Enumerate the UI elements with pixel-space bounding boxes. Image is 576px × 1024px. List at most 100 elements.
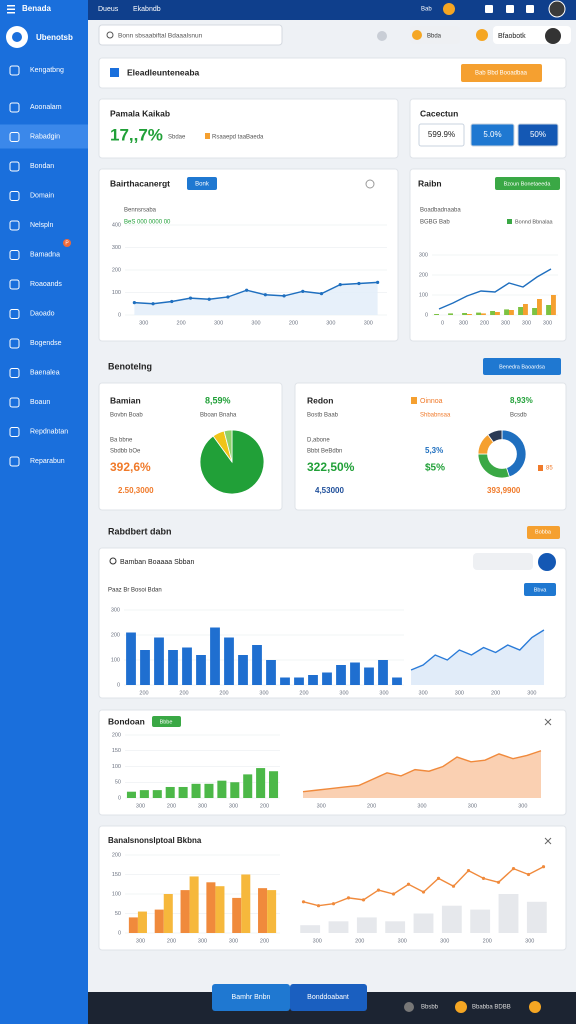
- x-tick-label: 300: [136, 938, 145, 944]
- bar: [294, 677, 304, 685]
- x-tick-label: 300: [136, 803, 145, 809]
- label: Bennsrsaba: [124, 208, 157, 214]
- point: [391, 892, 396, 896]
- search-box[interactable]: [98, 24, 283, 46]
- close-icon[interactable]: [544, 837, 552, 845]
- pill-button[interactable]: [410, 26, 460, 44]
- bar: [128, 917, 138, 933]
- sidebar-icon: [9, 65, 20, 76]
- icon-group[interactable]: [473, 553, 533, 570]
- bar: [328, 921, 349, 933]
- button[interactable]: [187, 177, 217, 190]
- label: Bboan Bnaha: [200, 413, 237, 419]
- sidebar-item[interactable]: Daoado: [30, 310, 55, 317]
- bar: [196, 655, 206, 685]
- label: Sbdbb bOe: [110, 449, 141, 455]
- avatar[interactable]: [548, 0, 566, 18]
- x-tick-label: 200: [367, 803, 376, 809]
- sidebar-item[interactable]: Boaun: [30, 399, 50, 406]
- sidebar-icon: [9, 102, 20, 113]
- coin-icon: [443, 3, 455, 15]
- sidebar-item[interactable]: Baenalea: [30, 369, 60, 376]
- info-icon[interactable]: [365, 179, 375, 189]
- x-tick-label: 200: [167, 938, 176, 944]
- settings-icon[interactable]: [377, 31, 387, 41]
- sidebar-item[interactable]: Bondan: [30, 163, 54, 170]
- label: Bonddoabant: [307, 994, 349, 1001]
- line: [302, 750, 542, 793]
- sidebar-item[interactable]: Bamadna: [30, 251, 60, 258]
- banner-button[interactable]: [461, 64, 542, 82]
- bar: [551, 295, 556, 315]
- footer-button[interactable]: [290, 984, 367, 1011]
- button[interactable]: [524, 583, 556, 596]
- bar: [180, 890, 190, 933]
- button[interactable]: [483, 358, 561, 375]
- label: Bzoun Bonetaeeda: [504, 181, 552, 187]
- x-tick-label: 300: [525, 938, 534, 944]
- label: 393,9900: [487, 486, 521, 495]
- label: Pamala Kaikab: [110, 108, 170, 118]
- bar: [385, 921, 406, 933]
- x-tick-label: 200: [179, 690, 188, 696]
- bar: [224, 637, 234, 685]
- close-icon[interactable]: [544, 718, 552, 726]
- area: [303, 750, 541, 798]
- y-tick-label: 200: [111, 632, 120, 638]
- label: Bostb Baab: [307, 413, 339, 419]
- stat-box: [470, 123, 515, 147]
- sidebar-item[interactable]: Reparabun: [30, 458, 65, 465]
- x-tick-label: 300: [139, 320, 148, 326]
- x-tick-label: 300: [419, 690, 428, 696]
- y-tick-label: 300: [419, 252, 428, 258]
- sidebar-item[interactable]: Repdnabtan: [30, 428, 68, 435]
- y-tick-label: 400: [112, 222, 121, 228]
- bar: [462, 313, 467, 315]
- label: 2.50,3000: [118, 486, 154, 495]
- x-tick-label: 300: [198, 803, 207, 809]
- sidebar-item[interactable]: Nelspln: [30, 222, 53, 229]
- bar: [356, 917, 377, 933]
- sidebar-item[interactable]: Domain: [30, 192, 54, 199]
- bar: [191, 783, 201, 798]
- x-tick-label: 200: [219, 690, 228, 696]
- button[interactable]: [495, 177, 560, 190]
- search-placeholder: Bonn sbsaabiftal Bdaaalsnun: [118, 33, 203, 40]
- card: [98, 57, 567, 89]
- toolbar-icon[interactable]: [485, 5, 493, 13]
- bar: [204, 783, 214, 798]
- menu-icon: [7, 12, 15, 14]
- x-tick-label: 300: [339, 690, 348, 696]
- bar: [230, 782, 240, 798]
- label: Bbva: [534, 587, 547, 593]
- y-tick-label: 150: [112, 872, 121, 878]
- coin-icon: [529, 1001, 541, 1013]
- label: Bovbn Boab: [110, 413, 143, 419]
- line: [134, 281, 378, 305]
- y-tick-label: 300: [112, 245, 121, 251]
- point: [331, 902, 336, 906]
- footer-button[interactable]: [212, 984, 290, 1011]
- label: 8,59%: [205, 395, 231, 405]
- avatar[interactable]: [538, 553, 556, 571]
- nav-link[interactable]: Ekabndb: [133, 6, 161, 13]
- sidebar-item[interactable]: Roaoands: [30, 281, 62, 288]
- button[interactable]: [527, 526, 560, 539]
- label: Rabdbert dabn: [108, 526, 172, 536]
- label: Shbabnsaa: [420, 413, 451, 419]
- nav-link[interactable]: Dueus: [98, 6, 119, 13]
- sidebar-item[interactable]: Aoonalam: [30, 104, 62, 111]
- bar: [168, 650, 178, 685]
- x-tick-label: 300: [313, 938, 322, 944]
- x-tick-label: 300: [379, 690, 388, 696]
- sidebar-item[interactable]: Kengatbng: [30, 67, 64, 74]
- toolbar-icon[interactable]: [506, 5, 514, 13]
- sidebar-item[interactable]: Rabadgin: [30, 133, 60, 140]
- x-tick-label: 300: [440, 938, 449, 944]
- toolbar-icon[interactable]: [526, 5, 534, 13]
- label: D,abone: [307, 438, 330, 444]
- label: Bobba: [535, 529, 552, 535]
- bar: [300, 925, 321, 933]
- point: [319, 292, 324, 296]
- sidebar-item[interactable]: Bogendse: [30, 340, 62, 347]
